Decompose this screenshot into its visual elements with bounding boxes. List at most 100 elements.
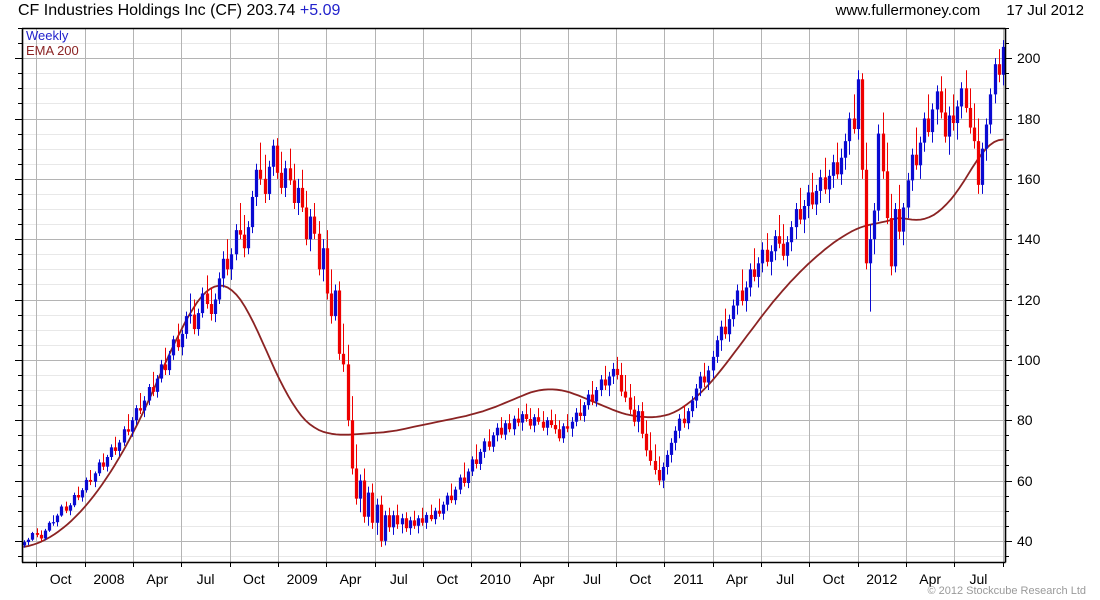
candle-body — [503, 423, 508, 435]
candle-body — [773, 236, 778, 252]
candle-body — [711, 356, 716, 371]
candle-body — [30, 533, 35, 540]
chart-header: CF Industries Holdings Inc (CF) 203.74 +… — [0, 0, 1100, 26]
candle-body — [785, 242, 790, 256]
candle-body — [516, 418, 521, 423]
candle-body — [661, 466, 666, 481]
candle-body — [317, 233, 322, 270]
candle-body — [847, 118, 852, 142]
candle-body — [553, 425, 558, 430]
candle-body — [263, 178, 268, 194]
candle-body — [698, 376, 703, 389]
candle-body — [744, 287, 749, 302]
candle-body — [420, 518, 425, 523]
candle-body — [823, 177, 828, 190]
candle-body — [354, 468, 359, 499]
candle-body — [814, 190, 819, 205]
candle-body — [333, 290, 338, 317]
candle-body — [557, 429, 562, 439]
candle-body — [636, 411, 641, 422]
candle-body — [868, 239, 873, 264]
candle-body — [939, 91, 944, 113]
candle-body — [872, 210, 877, 240]
candle-body — [441, 504, 446, 514]
candle-body — [93, 473, 98, 482]
candle-body — [329, 293, 334, 317]
candle-body — [802, 206, 807, 220]
candle-body — [690, 400, 695, 412]
candle-body — [648, 450, 653, 461]
candle-body — [976, 141, 981, 185]
candle-body — [495, 427, 500, 436]
candle-body — [55, 515, 60, 523]
candle-body — [350, 420, 355, 469]
candle-body — [51, 522, 56, 524]
candle-body — [188, 314, 193, 317]
candle-body — [412, 520, 417, 526]
candle-body — [885, 171, 890, 219]
candle-body — [831, 162, 836, 176]
candle-body — [499, 427, 504, 435]
candle-body — [192, 314, 197, 330]
candle-body — [594, 390, 599, 402]
candle-body — [719, 326, 724, 341]
website-label: www.fullermoney.com — [835, 2, 981, 19]
candle-body — [818, 177, 823, 191]
candle-body — [304, 207, 309, 240]
candle-body — [545, 420, 550, 428]
candle-body — [171, 339, 176, 356]
candle-body — [387, 515, 392, 528]
candle-body — [134, 408, 139, 421]
candle-body — [101, 462, 106, 467]
candle-body — [706, 370, 711, 383]
candle-body — [43, 530, 48, 539]
candle-body — [234, 230, 239, 255]
candle-body — [109, 447, 114, 458]
candle-body — [748, 269, 753, 288]
candle-body — [586, 394, 591, 406]
candle-body — [906, 180, 911, 208]
candle-body — [72, 495, 77, 506]
chart-legend: Weekly EMA 200 — [26, 28, 79, 58]
candle-body — [275, 145, 280, 173]
candle-body — [852, 118, 857, 130]
candle-body — [735, 290, 740, 306]
candle-body — [47, 522, 52, 531]
candle-body — [341, 353, 346, 365]
candle-body — [632, 409, 637, 422]
candle-body — [184, 316, 189, 334]
candle-body — [702, 376, 707, 383]
candle-body — [910, 154, 915, 181]
candle-body — [507, 423, 512, 430]
candle-body — [922, 118, 927, 143]
candle-body — [88, 479, 93, 482]
candle-body — [843, 141, 848, 158]
candle-body — [229, 254, 234, 270]
candle-body — [142, 400, 147, 411]
candle-body — [914, 154, 919, 166]
candle-body — [238, 230, 243, 235]
axes — [15, 27, 1012, 567]
instrument-name: CF Industries Holdings Inc (CF) — [18, 2, 243, 19]
legend-overlay-label: EMA 200 — [26, 43, 79, 58]
candle-body — [84, 479, 89, 491]
candle-body — [292, 180, 297, 203]
candle-body — [565, 426, 570, 429]
candle-body — [806, 192, 811, 206]
candle-body — [267, 166, 272, 194]
candle-body — [312, 216, 317, 234]
candle-body — [159, 364, 164, 379]
candle-body — [835, 162, 840, 175]
candle-body — [524, 414, 529, 419]
candle-body — [549, 420, 554, 426]
candle-body — [520, 414, 525, 423]
grid-major — [22, 58, 1005, 542]
candle-body — [727, 319, 732, 335]
grid-minor — [22, 28, 1005, 557]
candle-body — [590, 394, 595, 402]
candle-body — [213, 299, 218, 315]
candle-body — [250, 196, 255, 228]
